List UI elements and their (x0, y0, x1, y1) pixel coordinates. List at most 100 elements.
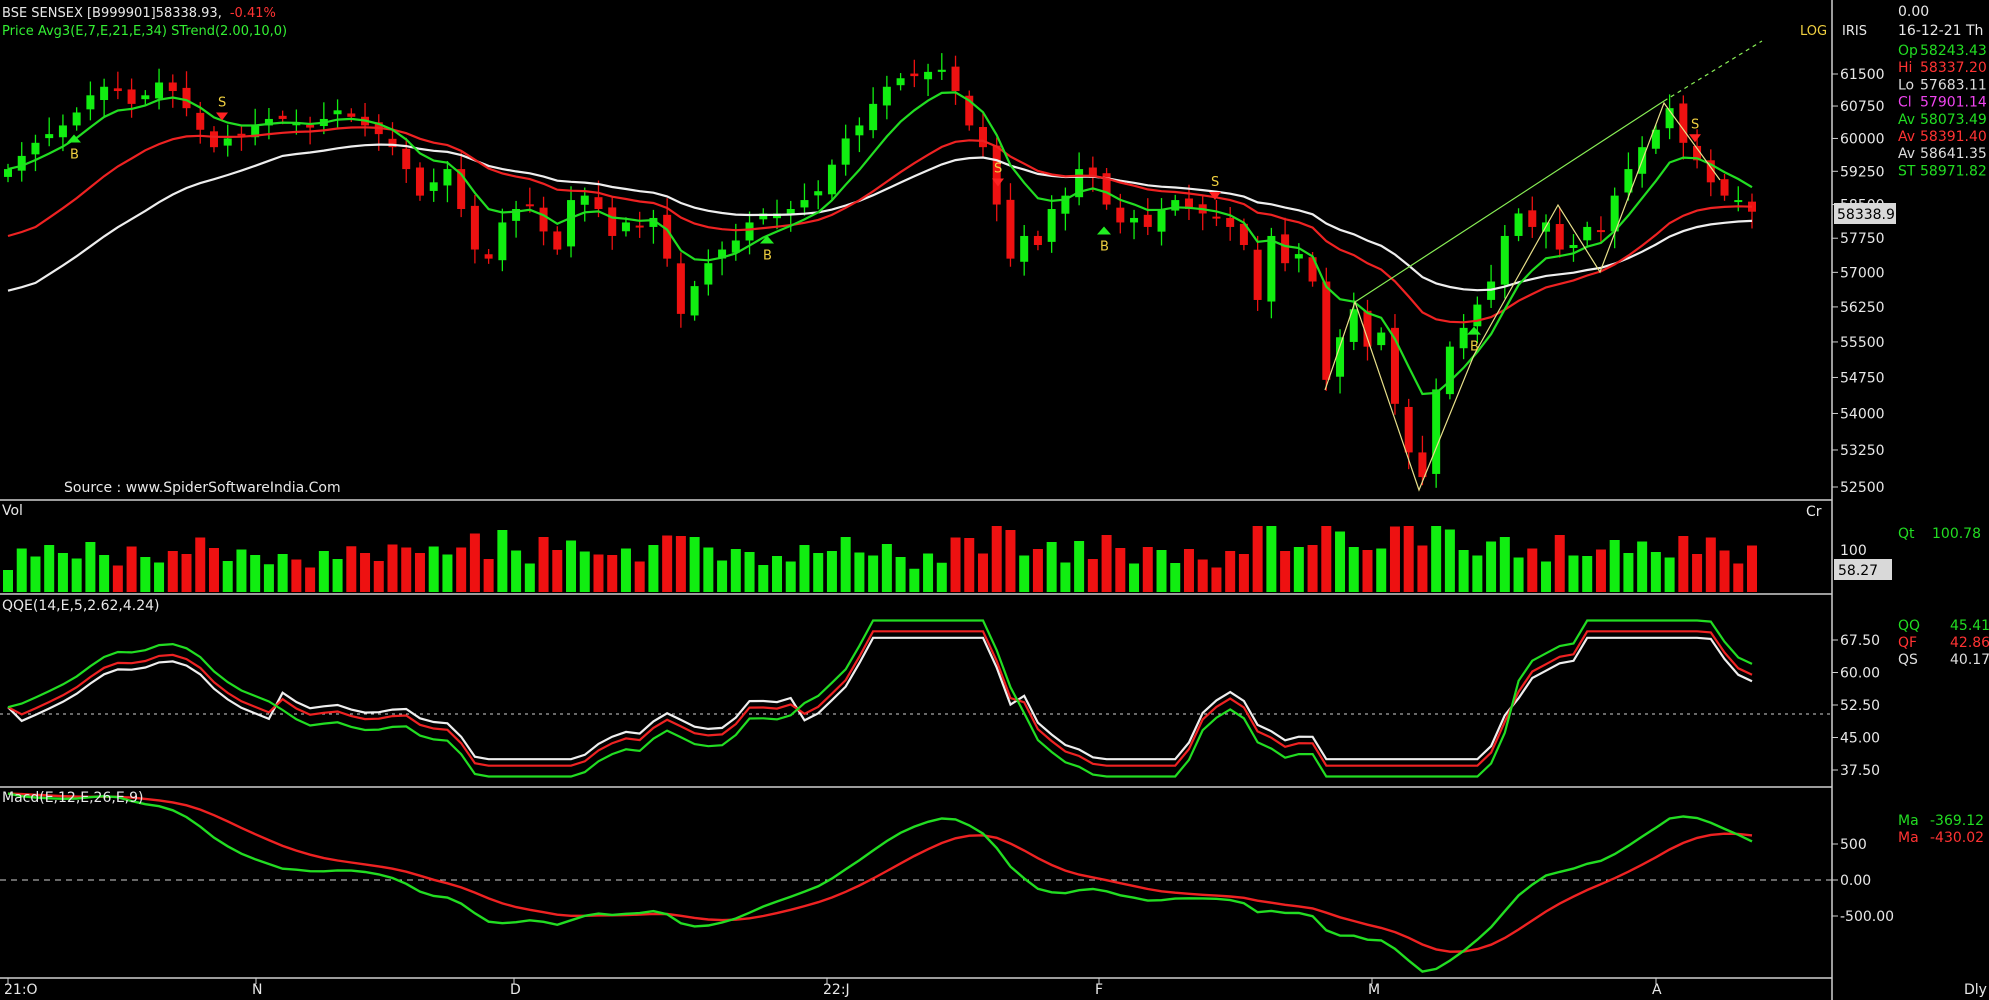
candle-body (470, 205, 479, 250)
qqe-panel[interactable] (0, 619, 1832, 778)
macd-panel[interactable] (0, 792, 1832, 973)
avg-mid-line (7, 126, 1753, 324)
volume-bar (1472, 555, 1483, 592)
volume-panel[interactable] (3, 526, 1757, 592)
candle-body (1528, 210, 1537, 227)
candle-body (237, 133, 246, 136)
sell-signal-marker (216, 112, 228, 121)
volume-bar (483, 559, 494, 592)
candle-body (1020, 235, 1029, 262)
candle-body (209, 131, 218, 148)
volume-bar (1101, 535, 1112, 592)
candle-body (1184, 198, 1193, 210)
volume-bar (1060, 562, 1071, 592)
candle-body (1404, 406, 1413, 453)
volume-bar (346, 546, 357, 592)
volume-bar (854, 552, 865, 592)
macd-label: Macd(E,12,E,26,E,9) (2, 790, 144, 806)
x-axis: 21:O N D 22:J F M A (4, 978, 1662, 998)
sell-signal-label: S (1211, 175, 1219, 190)
volume-tick: 100 (1840, 543, 1867, 559)
volume-bar (936, 562, 947, 592)
volume-bar (305, 567, 316, 592)
buy-signal-label: B (1100, 240, 1109, 255)
volume-label: Vol (2, 503, 23, 519)
candle-body (882, 86, 891, 106)
candle-body (31, 142, 40, 155)
volume-bar (373, 561, 384, 592)
volume-bar (1335, 531, 1346, 592)
log-toggle[interactable]: LOG (1800, 24, 1827, 39)
candle-body (1212, 216, 1221, 219)
volume-bar (1692, 554, 1703, 592)
volume-bar (1307, 545, 1318, 592)
x-tick-label: D (510, 982, 521, 998)
price-axis: 6150060750600005925058500577505700056250… (1832, 67, 1885, 496)
volume-bar (1444, 529, 1455, 592)
volume-bar (772, 556, 783, 592)
candle-body (484, 254, 493, 259)
x-tick-label: F (1095, 982, 1103, 998)
candle-body (1734, 200, 1743, 203)
candle-body (1651, 129, 1660, 149)
volume-bar (469, 533, 480, 592)
volume-bar (1609, 540, 1620, 592)
volume-cr: Cr (1806, 504, 1822, 520)
volume-bar (991, 526, 1002, 592)
volume-bar (1417, 545, 1428, 592)
volume-bar (634, 561, 645, 592)
volume-bar (1637, 541, 1648, 592)
panel-frames (0, 0, 1833, 1000)
candle-body (1226, 217, 1235, 227)
volume-bar (1348, 547, 1359, 592)
candle-body (292, 123, 301, 126)
volume-bar (1486, 541, 1497, 592)
macd-tick-label: 0.00 (1840, 873, 1871, 889)
volume-bar (964, 538, 975, 592)
candle-body (58, 125, 67, 138)
candle-body (86, 95, 95, 110)
candle-body (443, 169, 452, 186)
period-label[interactable]: Dly (1964, 982, 1987, 998)
volume-bar (703, 547, 714, 592)
volume-bar (442, 554, 453, 592)
candle-body (937, 69, 946, 72)
candle-body (402, 148, 411, 170)
volume-bar (813, 553, 824, 592)
volume-bar (195, 537, 206, 592)
candle-body (1102, 173, 1111, 205)
candle-body (1075, 169, 1084, 198)
candle-body (1157, 209, 1166, 232)
volume-bar (1280, 551, 1291, 592)
volume-bar (717, 560, 728, 592)
volume-bar (1733, 563, 1744, 592)
volume-bar (1527, 548, 1538, 592)
macd-tick-label: 500 (1840, 837, 1867, 853)
candle-body (869, 103, 878, 131)
candle-body (1706, 160, 1715, 183)
volume-bar (895, 557, 906, 592)
candle-body (1377, 332, 1386, 346)
volume-bar (675, 536, 686, 592)
header-change: -0.41% (230, 6, 276, 21)
volume-bar (1664, 557, 1675, 592)
price-panel[interactable]: S B B S B S S B (4, 40, 1763, 492)
qqe-readout-label: QS (1898, 652, 1918, 668)
candle-body (223, 138, 232, 146)
info-label: Cl (1898, 95, 1912, 111)
candle-body (553, 231, 562, 250)
price-tick-label: 57750 (1840, 231, 1885, 247)
info-label: Av (1898, 129, 1915, 145)
volume-bar (71, 558, 82, 592)
candle-body (924, 71, 933, 80)
candle-body (1047, 209, 1056, 242)
candle-body (457, 169, 466, 210)
volume-bar (3, 570, 13, 592)
candle-body (1418, 452, 1427, 478)
sell-signal-label: S (218, 95, 226, 110)
volume-bar (1293, 547, 1304, 592)
source-note: Source : www.SpiderSoftwareIndia.Com (64, 480, 341, 496)
candle-body (1569, 245, 1578, 248)
candle-body (429, 182, 438, 191)
candle-body (594, 197, 603, 210)
